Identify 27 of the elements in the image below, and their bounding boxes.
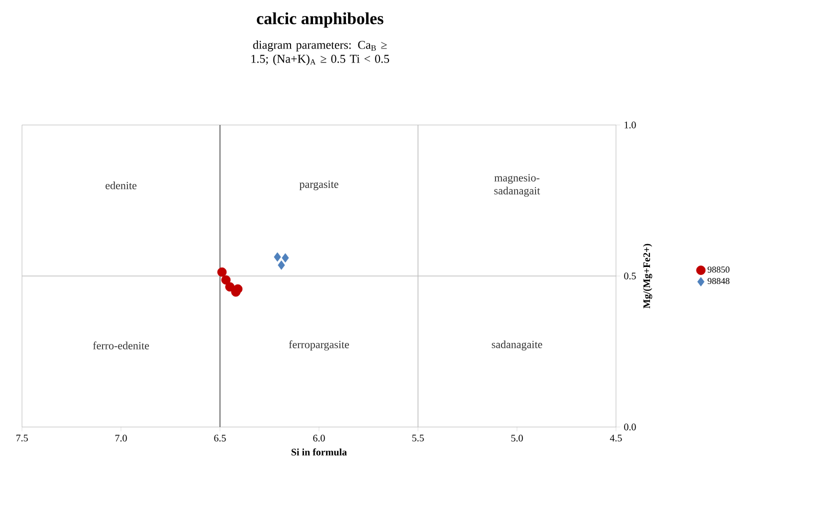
point — [278, 260, 285, 270]
x-tick-label: 5.0 — [511, 434, 523, 442]
point — [217, 267, 227, 277]
chart-title: calcic amphiboles — [256, 12, 384, 28]
x-tick-label: 6.5 — [214, 434, 226, 442]
point — [282, 253, 289, 263]
annotation: ferropargasite — [289, 340, 349, 350]
y-tick-label: 1.0 — [624, 122, 636, 128]
x-tick-label: 7.0 — [115, 434, 127, 442]
x-tick-label: 7.5 — [16, 434, 28, 442]
annotation: pargasite — [299, 180, 338, 190]
annotation: sadanagaite — [492, 340, 542, 350]
text: diagram parameters: Ca$_{B}$ ≥ 1.5; (Na+K)$_{A}$ ≥ 0.5 Ti < 0.5 — [252, 40, 390, 66]
x-tick-label: 5.5 — [412, 434, 424, 442]
x-axis-title: Si in formula — [292, 448, 347, 456]
annotation: ferro-edenite — [93, 342, 149, 350]
y-tick-label: 0.0 — [624, 424, 636, 430]
y-axis-title: Mg/(Mg+Fe2+) — [643, 244, 652, 308]
y-tick-label: 0.5 — [624, 272, 636, 280]
point — [274, 252, 281, 262]
point — [221, 275, 231, 285]
legend-label: 98850 — [708, 266, 730, 273]
x-tick-label: 4.5 — [610, 434, 622, 442]
annotation: magnesio-sadanagait — [494, 174, 540, 197]
legend-label: 98848 — [708, 278, 730, 284]
x-tick-label: 6.0 — [313, 434, 325, 442]
annotation: edenite — [106, 182, 136, 190]
